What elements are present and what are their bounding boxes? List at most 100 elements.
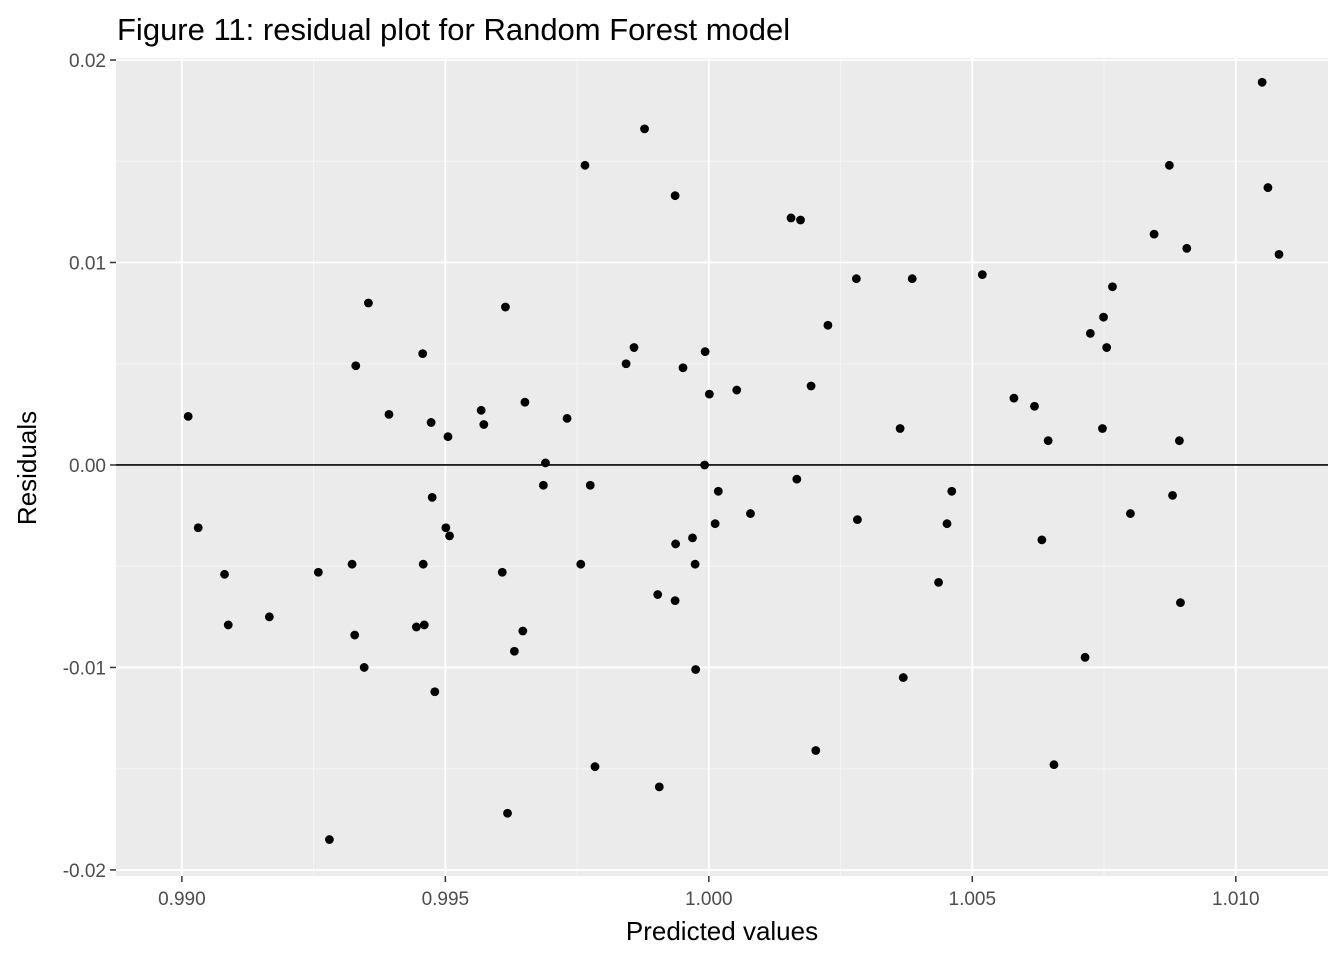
data-point — [264, 612, 274, 622]
y-axis: -0.02 -0.01 0.00 0.01 0.02 — [63, 51, 116, 882]
data-point — [792, 474, 802, 484]
data-point — [350, 630, 360, 640]
data-point — [654, 782, 664, 792]
data-point — [629, 343, 639, 352]
data-point — [1102, 343, 1112, 352]
data-point — [1085, 328, 1095, 338]
data-point — [351, 361, 361, 371]
data-point — [313, 567, 323, 577]
data-point — [690, 559, 700, 569]
data-point — [977, 270, 987, 280]
data-point — [183, 411, 193, 421]
data-point — [541, 458, 550, 468]
y-axis-title: Residuals — [12, 411, 42, 525]
data-point — [1274, 250, 1284, 259]
data-point — [746, 509, 755, 518]
data-point — [1049, 760, 1059, 770]
data-point — [430, 687, 440, 697]
data-point — [853, 515, 862, 525]
data-point — [359, 663, 369, 672]
data-point — [426, 418, 436, 427]
x-tick-label: 0.990 — [158, 889, 206, 910]
data-point — [590, 762, 600, 772]
data-point — [796, 215, 805, 225]
data-point — [562, 414, 572, 423]
data-point — [497, 567, 507, 577]
data-point — [700, 347, 710, 356]
data-point — [501, 302, 510, 312]
data-point — [1099, 312, 1108, 322]
grid-major-lines — [116, 58, 1328, 876]
data-point — [1149, 229, 1159, 239]
data-point — [411, 622, 421, 632]
data-point — [713, 486, 723, 496]
data-point — [1125, 509, 1135, 518]
data-point — [576, 559, 586, 569]
data-point — [621, 359, 631, 369]
data-point — [670, 191, 680, 201]
grid-minor-lines — [116, 58, 1328, 876]
data-point — [1168, 490, 1177, 500]
data-point — [445, 531, 454, 541]
data-point — [1108, 282, 1117, 292]
data-point — [518, 626, 528, 636]
data-point — [710, 519, 720, 529]
data-point — [895, 424, 905, 433]
x-tick-label: 0.995 — [422, 889, 470, 910]
x-tick-label: 1.010 — [1212, 889, 1260, 910]
data-point — [580, 160, 590, 170]
y-tick-label: 0.01 — [69, 254, 106, 275]
plot-panel — [116, 58, 1328, 876]
data-point — [325, 835, 334, 844]
y-tick-label: 0.02 — [69, 51, 106, 72]
data-point — [1257, 77, 1267, 87]
data-point — [538, 480, 548, 490]
x-tick-label: 1.000 — [685, 889, 733, 910]
x-tick-label: 1.005 — [949, 889, 997, 910]
data-point — [898, 673, 908, 682]
data-point — [1263, 183, 1273, 192]
data-point — [585, 480, 595, 490]
data-point — [193, 523, 203, 533]
data-point — [443, 432, 453, 442]
chart-title: Figure 11: residual plot for Random Fore… — [117, 12, 790, 47]
y-tick-label: 0.00 — [69, 456, 106, 477]
data-point — [1164, 160, 1174, 170]
data-point — [811, 746, 821, 755]
data-point — [806, 381, 816, 391]
data-point — [223, 620, 233, 630]
data-point — [1043, 436, 1053, 446]
data-point — [947, 486, 957, 496]
data-point — [418, 349, 428, 359]
data-point — [823, 320, 833, 330]
data-point — [1009, 393, 1019, 403]
data-point — [364, 298, 373, 308]
data-point — [670, 596, 680, 606]
data-point — [479, 420, 489, 429]
y-tick-label: -0.02 — [63, 861, 106, 882]
data-point — [1174, 436, 1184, 446]
data-point — [503, 808, 512, 818]
data-point — [418, 559, 428, 569]
data-point — [700, 460, 710, 470]
data-point — [678, 363, 688, 373]
data-point — [942, 519, 952, 529]
data-point — [509, 646, 519, 656]
data-point — [347, 559, 357, 569]
data-point — [1037, 535, 1047, 545]
data-point — [671, 539, 681, 549]
data-point — [1080, 652, 1090, 662]
x-axis: 0.990 0.995 1.000 1.005 1.010 — [158, 876, 1260, 910]
x-axis-title: Predicted values — [626, 916, 818, 946]
data-point — [653, 590, 663, 599]
data-point — [688, 533, 697, 543]
data-point — [732, 385, 742, 395]
data-point — [441, 523, 451, 533]
data-point — [640, 124, 649, 134]
data-point — [934, 578, 943, 587]
data-point — [907, 274, 917, 284]
data-point — [476, 405, 486, 415]
data-point — [691, 665, 701, 674]
data-point — [1098, 424, 1107, 433]
